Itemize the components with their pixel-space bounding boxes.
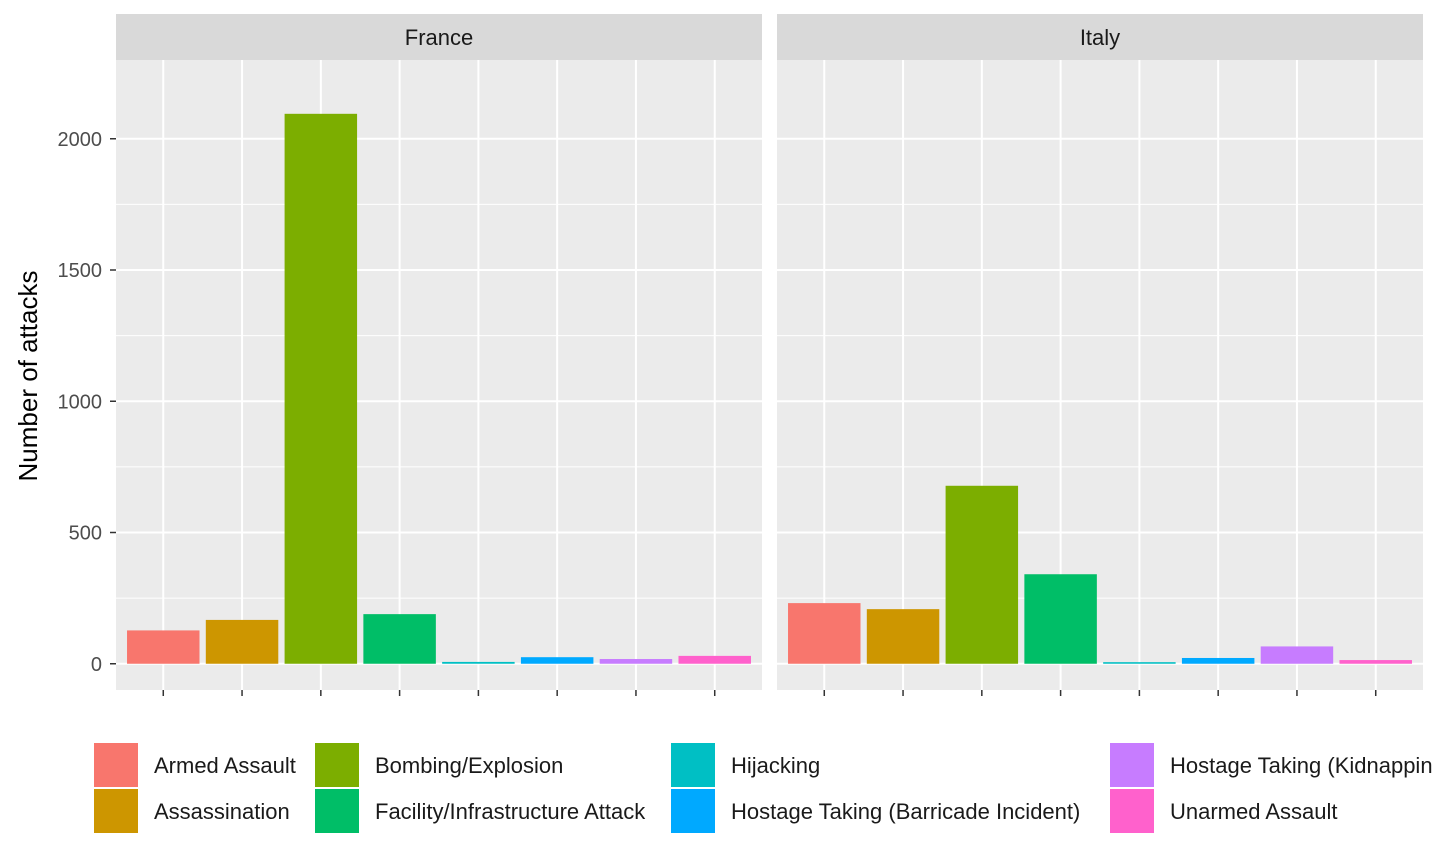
y-tick-label: 2000 <box>58 129 103 151</box>
bar-unarmed-assault <box>678 655 751 664</box>
legend-key-unarmed-assault <box>1110 789 1154 833</box>
bar-hijacking <box>1103 662 1176 664</box>
legend-label-hijacking: Hijacking <box>731 753 820 778</box>
legend-item-facility-infrastructure-attack: Facility/Infrastructure Attack <box>315 789 646 833</box>
legend-item-armed-assault: Armed Assault <box>94 743 296 787</box>
facet-strip-label: Italy <box>1080 25 1120 50</box>
legend-item-unarmed-assault: Unarmed Assault <box>1110 789 1338 833</box>
legend-item-hijacking: Hijacking <box>671 743 820 787</box>
legend-item-assassination: Assassination <box>94 789 290 833</box>
bar-hostage-taking-kidnapping <box>1260 646 1334 664</box>
bar-armed-assault <box>127 630 200 664</box>
bar-facility-infrastructure-attack <box>1024 574 1097 664</box>
bar-hostage-taking-barricade-incident <box>1181 657 1255 664</box>
y-tick-label: 1000 <box>58 391 103 413</box>
bar-bombing-explosion <box>284 113 358 664</box>
panel-background <box>116 60 762 690</box>
legend-label-unarmed-assault: Unarmed Assault <box>1170 799 1338 824</box>
legend-label-bombing-explosion: Bombing/Explosion <box>375 753 563 778</box>
legend-key-hostage-taking-barricade-incident <box>671 789 715 833</box>
bar-hostage-taking-barricade-incident <box>520 657 594 664</box>
bar-armed-assault <box>788 603 861 664</box>
panel-france: France <box>116 14 762 696</box>
legend-key-armed-assault <box>94 743 138 787</box>
legend-label-hostage-taking-barricade-incident: Hostage Taking (Barricade Incident) <box>731 799 1080 824</box>
y-axis-title: Number of attacks <box>13 271 43 482</box>
y-axis: 0 500 1000 1500 2000 <box>58 129 116 676</box>
legend-key-hijacking <box>671 743 715 787</box>
legend: Armed Assault Assassination Bombing/Explos… <box>94 743 1433 833</box>
legend-label-assassination: Assassination <box>154 799 290 824</box>
facet-strip-label: France <box>405 25 473 50</box>
facet-strip <box>116 14 762 60</box>
legend-key-assassination <box>94 789 138 833</box>
y-tick-label: 1500 <box>58 260 103 282</box>
panel-background <box>777 60 1423 690</box>
legend-item-hostage-taking-kidnapping: Hostage Taking (Kidnappin <box>1110 743 1433 787</box>
legend-key-bombing-explosion <box>315 743 359 787</box>
y-tick-label: 0 <box>91 654 102 676</box>
y-tick-label: 500 <box>69 523 102 545</box>
panel-italy: Italy <box>777 14 1423 696</box>
bar-assassination <box>205 619 279 664</box>
bar-hostage-taking-kidnapping <box>599 659 673 664</box>
facet-strip <box>777 14 1423 60</box>
legend-item-hostage-taking-barricade-incident: Hostage Taking (Barricade Incident) <box>671 789 1080 833</box>
legend-label-armed-assault: Armed Assault <box>154 753 296 778</box>
legend-key-hostage-taking-kidnapping <box>1110 743 1154 787</box>
legend-key-facility-infrastructure-attack <box>315 789 359 833</box>
legend-label-hostage-taking-kidnapping: Hostage Taking (Kidnappin <box>1170 753 1433 778</box>
legend-item-bombing-explosion: Bombing/Explosion <box>315 743 563 787</box>
bar-unarmed-assault <box>1339 660 1412 664</box>
bar-hijacking <box>442 661 515 664</box>
legend-label-facility-infrastructure-attack: Facility/Infrastructure Attack <box>375 799 646 824</box>
bar-assassination <box>866 609 940 664</box>
bar-bombing-explosion <box>945 485 1019 664</box>
bar-facility-infrastructure-attack <box>363 614 436 664</box>
